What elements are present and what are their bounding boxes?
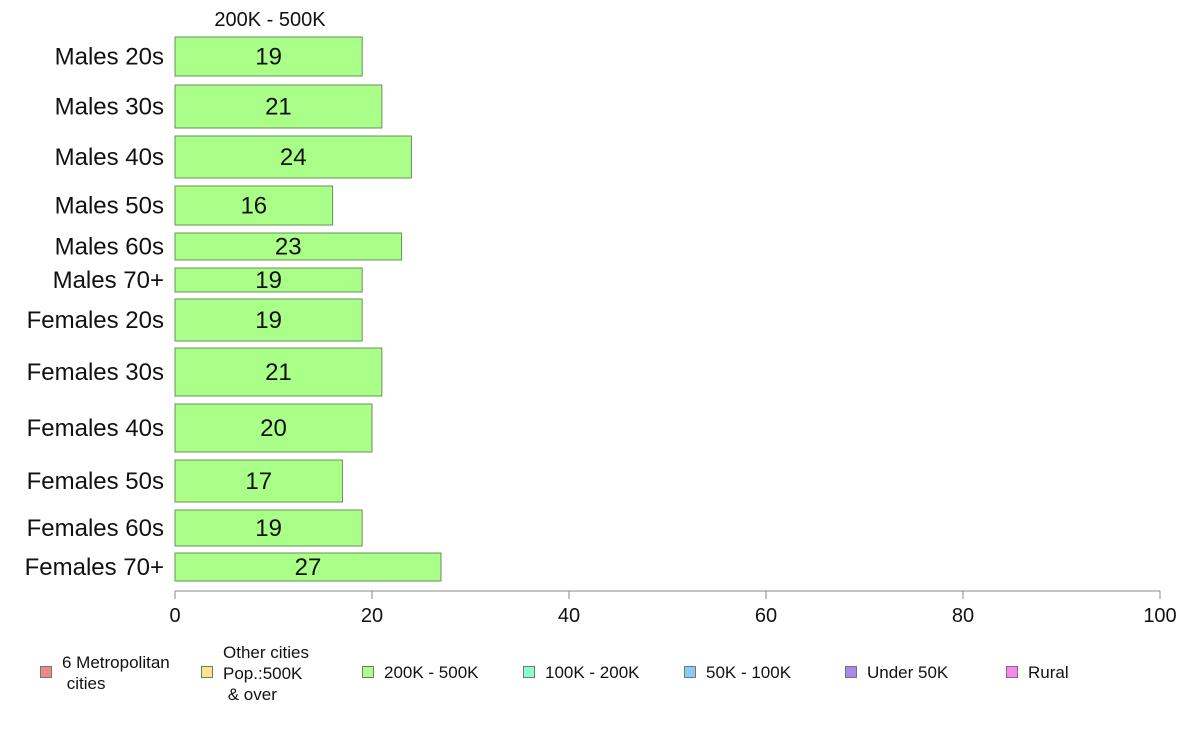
category-label: Females 50s xyxy=(27,468,164,495)
data-label: 20 xyxy=(260,415,287,442)
data-label: 27 xyxy=(295,554,322,581)
x-tick-label: 60 xyxy=(755,605,777,627)
bar xyxy=(174,185,334,226)
data-label: 21 xyxy=(265,94,292,121)
category-label: Males 50s xyxy=(55,193,164,220)
data-label: 19 xyxy=(255,267,282,294)
x-tick-label: 100 xyxy=(1143,605,1176,627)
x-tick-label: 20 xyxy=(361,605,383,627)
legend-swatch xyxy=(684,666,696,678)
data-label: 16 xyxy=(240,193,267,220)
bar xyxy=(174,84,383,129)
legend-label: 50K - 100K xyxy=(706,663,792,682)
bar xyxy=(174,552,442,582)
legend-label: Other cities Pop.:500K & over xyxy=(223,643,309,704)
data-label: 17 xyxy=(245,468,272,495)
legend-label: Under 50K xyxy=(867,663,949,682)
data-label: 23 xyxy=(275,234,302,261)
bar xyxy=(174,232,403,261)
category-label: Males 30s xyxy=(55,94,164,121)
legend-label: Rural xyxy=(1028,663,1069,682)
legend-swatch xyxy=(362,666,374,678)
legend-swatch xyxy=(1006,666,1018,678)
data-label: 19 xyxy=(255,44,282,71)
bars-group: 19 Males 20s 21 Males 30s 24 Males 40s 16 Males… xyxy=(25,36,442,582)
legend-label: 6 Metropolitan cities xyxy=(62,653,170,693)
bar xyxy=(174,36,363,77)
legend-label: 100K - 200K xyxy=(545,663,640,682)
legend-swatch xyxy=(40,666,52,678)
bar xyxy=(174,298,363,342)
category-label: Females 20s xyxy=(27,307,164,334)
legend-label: 200K - 500K xyxy=(384,663,479,682)
x-tick-label: 0 xyxy=(169,605,180,627)
x-tick-label: 80 xyxy=(952,605,974,627)
bar xyxy=(174,267,363,293)
chart-title: 200K - 500K xyxy=(214,9,326,31)
data-label: 24 xyxy=(280,144,307,171)
legend-swatch xyxy=(845,666,857,678)
category-label: Males 60s xyxy=(55,234,164,261)
bar xyxy=(174,509,363,547)
x-tick-label: 40 xyxy=(558,605,580,627)
bar xyxy=(174,403,373,453)
data-label: 19 xyxy=(255,515,282,542)
bar xyxy=(174,347,383,397)
category-label: Females 30s xyxy=(27,359,164,386)
category-label: Females 70+ xyxy=(25,554,164,581)
category-label: Males 20s xyxy=(55,44,164,71)
legend-swatch xyxy=(201,666,213,678)
data-label: 19 xyxy=(255,307,282,334)
category-label: Females 40s xyxy=(27,415,164,442)
legend-swatch xyxy=(523,666,535,678)
bar xyxy=(174,459,343,503)
category-label: Females 60s xyxy=(27,515,164,542)
bar xyxy=(174,135,412,179)
x-axis: 0 20 40 60 80 100 xyxy=(169,590,1177,627)
category-label: Males 70+ xyxy=(53,267,164,294)
data-label: 21 xyxy=(265,359,292,386)
category-label: Males 40s xyxy=(55,144,164,171)
